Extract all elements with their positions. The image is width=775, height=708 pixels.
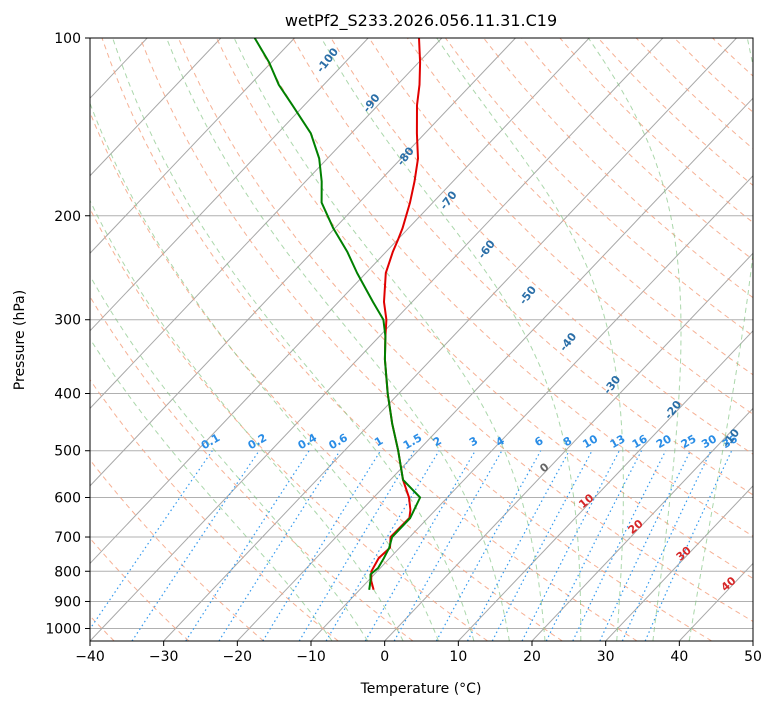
moist-adiabat-line [90,101,439,641]
plot-frame [89,37,754,642]
isotherm-line [384,252,753,641]
y-axis-title: Pressure (hPa) [12,290,28,390]
sounding-series [253,38,422,591]
moist-adiabat-line [233,38,546,641]
y-tick-label: 100 [54,31,81,47]
y-tick-label: 500 [54,444,81,460]
dry-adiabat-line [90,111,563,641]
dry-adiabat-line [90,295,414,641]
y-tick-label: 400 [54,387,81,403]
moist-adiabat-line [90,274,369,641]
moist-adiabat-line [320,38,582,641]
moist-adiabat-line [688,38,753,641]
plot-area [90,38,753,641]
isotherm-line [90,38,222,177]
mixing-ratio-line [90,450,213,631]
dry-adiabat-line [292,38,753,496]
moist-adiabat-line [436,38,624,641]
x-tick-label: 30 [597,649,615,665]
y-tick-label: 900 [54,594,81,610]
isotherm-line [90,38,664,641]
x-tick-label: 0 [380,649,389,665]
x-tick-label: −40 [75,649,105,665]
axes: −40 −30 −20 −10 0 10 20 30 40 50 100 200 300 400 500 60… [45,31,762,665]
chart-title: wetPf2_S233.2026.056.11.31.C19 [285,11,557,31]
mixing-ratio-line [298,450,415,641]
moist-adiabat-line [112,38,475,641]
mixing-ratio-line [185,450,310,641]
mixing-ratio-line [545,450,643,641]
isotherm-line [90,38,369,332]
isotherm-line [90,38,443,410]
mixing-ratio-line [325,450,440,641]
dry-adiabat-line [177,38,753,623]
x-tick-label: 20 [523,649,541,665]
mixing-ratio-line [572,450,667,641]
isotherm-line [310,175,753,641]
y-tick-label: 600 [54,490,81,506]
dewpoint-profile-line [253,38,422,590]
isotherm-line [90,38,295,255]
dry-adiabat-line [216,38,753,580]
x-tick-label: −10 [296,649,326,665]
mixing-ratio-line [218,450,341,641]
mixing-ratio-line [599,450,691,641]
x-tick-label: 10 [449,649,467,665]
dry-adiabat-line [406,38,753,376]
dry-adiabat-line [90,207,488,641]
mixing-ratio-line [435,450,542,641]
dry-adiabat-line [254,38,753,537]
mixing-ratio-line [262,450,382,641]
isotherm-line [605,485,753,641]
x-tick-label: 40 [670,649,688,665]
y-tick-label: 700 [54,530,81,546]
y-tick-label: 300 [54,313,81,329]
dry-adiabat-line [101,38,638,641]
isotherm-line [531,407,753,641]
isotherm-line [163,38,737,641]
y-tick-label: 1000 [45,621,81,637]
dry-adiabat-line [90,459,264,641]
dry-adiabat-line [483,38,753,299]
mixing-ratio-line [131,450,260,641]
mixing-ratio-line [466,450,570,641]
moist-adiabat-line [90,337,333,641]
y-tick-label: 200 [54,209,81,225]
dry-adiabat-line [90,378,339,641]
dry-adiabat-line [139,38,712,641]
x-axis-title: Temperature (°C) [360,681,482,697]
isotherm-line [90,38,590,565]
isotherm-line [457,330,753,641]
x-tick-label: −30 [149,649,179,665]
x-tick-label: −20 [223,649,253,665]
x-tick-label: 50 [744,649,762,665]
y-tick-label: 800 [54,564,81,580]
moist-adiabat-line [587,38,682,641]
background-lines [90,38,753,641]
isotherm-line [236,97,753,641]
isotherm-line [90,38,516,487]
moist-adiabat-line [166,38,510,641]
moist-adiabat-line [90,199,404,641]
